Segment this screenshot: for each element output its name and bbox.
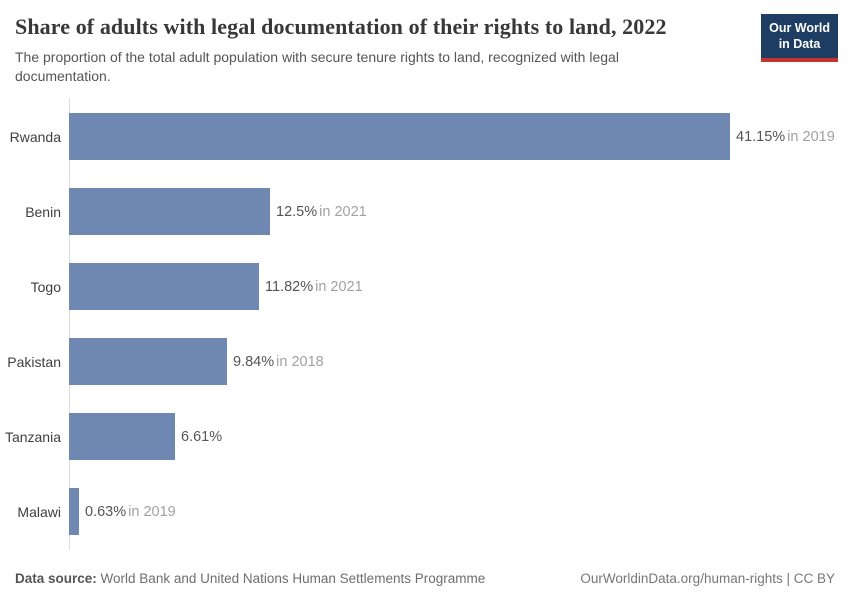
- chart-row: Rwanda 41.15% in 2019: [0, 113, 850, 161]
- bar-cell: 11.82% in 2021: [69, 263, 850, 311]
- chart-header: Share of adults with legal documentation…: [0, 0, 850, 87]
- year-label: in 2019: [128, 503, 176, 520]
- bar[interactable]: [69, 488, 79, 536]
- bar-value-label: 41.15% in 2019: [736, 129, 835, 145]
- bar-cell: 41.15% in 2019: [69, 113, 850, 161]
- country-label: Rwanda: [9, 128, 61, 145]
- chart-row: Benin 12.5% in 2021: [0, 188, 850, 236]
- owid-logo-line1: Our World: [769, 21, 830, 35]
- bar-cell: 0.63% in 2019: [69, 488, 850, 536]
- chart-row: Togo 11.82% in 2021: [0, 263, 850, 311]
- bar[interactable]: [69, 263, 259, 311]
- chart-footer: Data source: World Bank and United Natio…: [15, 571, 835, 586]
- bar-value-label: 11.82% in 2021: [265, 279, 363, 295]
- country-label: Pakistan: [7, 353, 61, 370]
- y-axis-line: [69, 98, 70, 551]
- bar-value-label: 6.61%: [181, 429, 224, 445]
- country-label: Togo: [30, 278, 61, 295]
- bar[interactable]: [69, 338, 227, 386]
- country-label: Benin: [25, 203, 61, 220]
- data-source: Data source: World Bank and United Natio…: [15, 571, 485, 586]
- country-label: Tanzania: [4, 428, 61, 445]
- data-source-text: World Bank and United Nations Human Sett…: [100, 571, 486, 586]
- bar[interactable]: [69, 413, 175, 461]
- country-label: Malawi: [17, 503, 61, 520]
- bar-chart: Rwanda 41.15% in 2019 Benin 12.5% in 2021 …: [0, 98, 850, 551]
- year-label: in 2021: [315, 278, 363, 295]
- value-label: 0.63%: [85, 503, 127, 520]
- owid-logo-line2: in Data: [778, 36, 821, 51]
- bar-value-label: 12.5% in 2021: [276, 204, 367, 220]
- footer-credit-link[interactable]: OurWorldinData.org/human-rights | CC BY: [580, 571, 835, 586]
- bar-cell: 6.61%: [69, 413, 850, 461]
- chart-title: Share of adults with legal documentation…: [15, 14, 667, 39]
- chart-row: Malawi 0.63% in 2019: [0, 488, 850, 536]
- owid-logo[interactable]: Our World in Data: [761, 14, 838, 63]
- value-label: 9.84%: [233, 353, 275, 370]
- value-label: 41.15%: [736, 128, 786, 145]
- bar-value-label: 0.63% in 2019: [85, 504, 176, 520]
- bar-cell: 12.5% in 2021: [69, 188, 850, 236]
- bar-value-label: 9.84% in 2018: [233, 354, 324, 370]
- value-label: 12.5%: [276, 203, 318, 220]
- title-block: Share of adults with legal documentation…: [15, 13, 705, 87]
- bar-cell: 9.84% in 2018: [69, 338, 850, 386]
- bar[interactable]: [69, 113, 730, 161]
- chart-row: Tanzania 6.61%: [0, 413, 850, 461]
- bar-chart-rows: Rwanda 41.15% in 2019 Benin 12.5% in 2021 …: [0, 113, 850, 536]
- value-label: 11.82%: [265, 278, 314, 295]
- year-label: in 2018: [276, 353, 324, 370]
- bar[interactable]: [69, 188, 270, 236]
- chart-subtitle: The proportion of the total adult popula…: [15, 48, 619, 85]
- year-label: in 2019: [787, 128, 835, 145]
- data-source-label: Data source:: [15, 571, 97, 586]
- value-label: 6.61%: [181, 428, 223, 445]
- year-label: in 2021: [319, 203, 367, 220]
- chart-row: Pakistan 9.84% in 2018: [0, 338, 850, 386]
